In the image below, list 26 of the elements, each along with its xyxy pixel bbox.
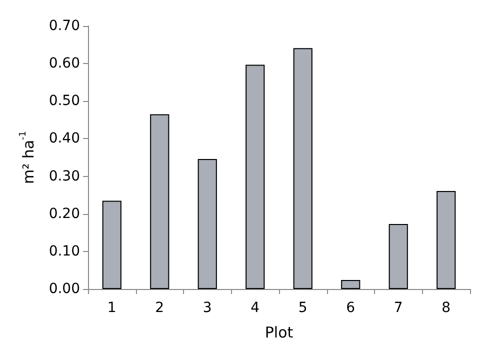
y-tick-label: 0.20 <box>48 206 80 222</box>
y-tick-label: 0.30 <box>48 168 80 184</box>
y-tick-label: 0.40 <box>48 130 80 147</box>
bar <box>341 280 360 289</box>
bar <box>293 48 312 289</box>
y-tick-label: 0.70 <box>48 18 80 34</box>
x-tick-label: 5 <box>298 300 308 316</box>
bar <box>198 159 217 289</box>
bar <box>388 224 408 289</box>
x-tick-label: 2 <box>155 300 164 316</box>
x-tick-label: 7 <box>394 300 403 316</box>
bar <box>150 114 170 289</box>
y-axis-title: m² ha-1 <box>18 130 38 184</box>
x-tick-label: 3 <box>202 300 212 316</box>
x-axis-title: Plot <box>264 324 294 342</box>
bar <box>246 64 265 289</box>
bar <box>436 190 456 289</box>
x-tick-label: 1 <box>107 300 116 316</box>
y-tick-label: 0.60 <box>48 56 80 72</box>
x-tick-label: 4 <box>250 300 260 316</box>
x-tick-label: 8 <box>442 300 451 316</box>
y-tick-label: 0.00 <box>48 281 80 297</box>
bar <box>102 200 122 289</box>
y-tick-label: 0.10 <box>48 243 80 260</box>
y-tick-label: 0.50 <box>48 93 80 110</box>
x-tick-label: 6 <box>346 300 356 316</box>
